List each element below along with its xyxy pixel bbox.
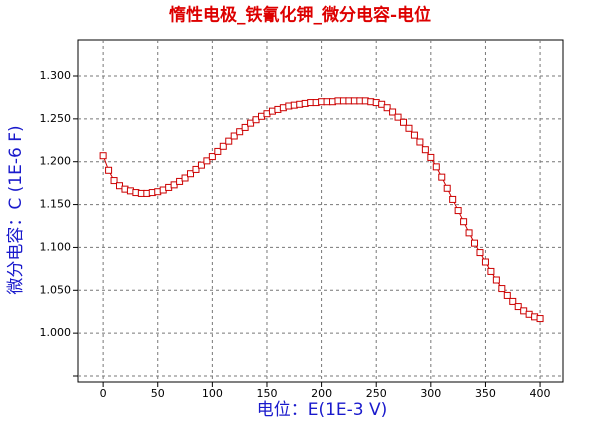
point-marker: [241, 123, 249, 131]
point-marker: [105, 166, 113, 174]
x-tick-label: 350: [475, 387, 496, 400]
point-marker: [181, 174, 189, 182]
point-marker: [481, 258, 489, 266]
x-tick-label: 300: [420, 387, 441, 400]
point-marker: [492, 276, 500, 284]
point-marker: [476, 249, 484, 257]
x-tick-label: 50: [151, 387, 165, 400]
point-marker: [99, 152, 107, 160]
x-tick-label: 200: [311, 387, 332, 400]
point-marker: [465, 229, 473, 237]
point-marker: [394, 113, 402, 121]
x-tick-label: 400: [530, 387, 551, 400]
point-marker: [454, 207, 462, 215]
point-marker: [503, 291, 511, 299]
point-marker: [416, 138, 424, 146]
point-marker: [230, 132, 238, 140]
point-marker: [449, 195, 457, 203]
point-marker: [410, 131, 418, 139]
point-marker: [405, 124, 413, 132]
y-axis-label: 微分电容：C (1E-6 F): [6, 125, 26, 294]
point-marker: [219, 142, 227, 150]
point-marker: [214, 147, 222, 155]
chart-title: 惰性电极_铁氰化钾_微分电容-电位: [169, 5, 431, 26]
point-marker: [383, 104, 391, 112]
point-marker: [197, 161, 205, 169]
point-marker: [427, 153, 435, 161]
y-tick-label: 1.050: [40, 283, 72, 296]
point-marker: [236, 128, 244, 136]
point-marker: [443, 184, 451, 192]
point-marker: [187, 170, 195, 178]
point-marker: [471, 239, 479, 247]
point-marker: [192, 165, 200, 173]
y-tick-label: 1.000: [40, 326, 72, 339]
x-tick-label: 250: [366, 387, 387, 400]
plot-frame: [77, 39, 564, 383]
x-tick-label: 150: [256, 387, 277, 400]
point-marker: [460, 218, 468, 226]
x-axis-label: 电位：E(1E-3 V): [257, 400, 388, 420]
point-marker: [509, 297, 517, 305]
y-tick-label: 1.100: [40, 240, 72, 253]
point-marker: [421, 146, 429, 154]
x-tick-label: 100: [202, 387, 223, 400]
point-marker: [536, 315, 544, 323]
point-marker: [498, 285, 506, 293]
x-tick-label: 0: [100, 387, 107, 400]
point-marker: [389, 108, 397, 116]
point-marker: [514, 303, 522, 311]
point-marker: [400, 118, 408, 126]
y-tick-label: 1.250: [40, 112, 72, 125]
point-marker: [438, 173, 446, 181]
point-marker: [487, 267, 495, 275]
point-marker: [110, 177, 118, 185]
point-marker: [225, 137, 233, 145]
point-marker: [432, 163, 440, 171]
point-marker: [208, 153, 216, 161]
y-tick-label: 1.300: [40, 69, 72, 82]
y-tick-label: 1.200: [40, 155, 72, 168]
y-tick-label: 1.150: [40, 198, 72, 211]
point-marker: [203, 157, 211, 165]
